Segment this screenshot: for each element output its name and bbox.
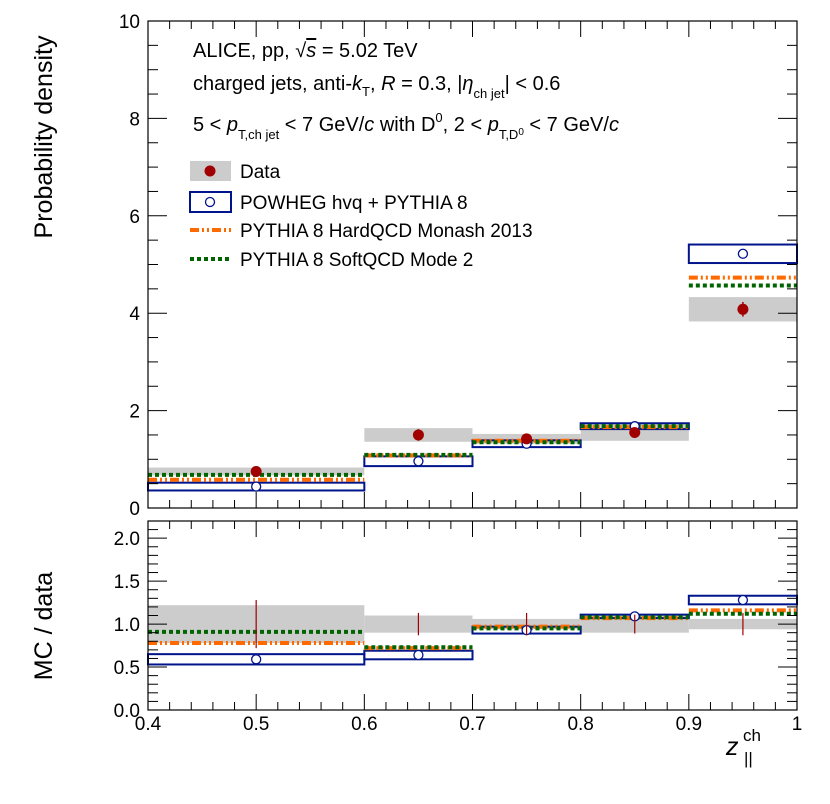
legend-entry-powheg: POWHEG hvq + PYTHIA 8: [189, 191, 468, 214]
x-axis-title: z || ch: [725, 726, 761, 768]
legend-hardqcd-label: PYTHIA 8 HardQCD Monash 2013: [240, 221, 533, 242]
legend: Data POWHEG hvq + PYTHIA 8 PYTHIA 8 Hard…: [189, 161, 533, 271]
svg-text:ALICE, pp, √s = 5.02 TeV: ALICE, pp, √s = 5.02 TeV: [193, 40, 418, 62]
ratio-powheg-marker-4: [737, 594, 749, 606]
ratio-ylabel: MC / data: [30, 572, 58, 680]
annotation-line-2: charged jets, anti-kT, R = 0.3, |ηch jet…: [193, 73, 560, 101]
powheg-marker-4: [737, 248, 749, 259]
powheg-marker-0: [251, 481, 262, 492]
top-ytick-label-4: 8: [129, 109, 140, 130]
legend-data-marker: [204, 165, 216, 177]
top-ytick-label-0: 0: [129, 499, 140, 520]
data-point-2: [521, 433, 533, 445]
x-tick-label-3: 0.7: [459, 714, 485, 735]
annotation-line-3: 5 < pT,ch jet < 7 GeV/c with D0, 2 < pT,…: [193, 110, 619, 142]
x-tick-label-6: 1: [792, 714, 803, 735]
x-tick-label-4: 0.8: [567, 714, 593, 735]
ratio-ytick-label-1: 0.5: [114, 658, 140, 679]
x-tick-label-1: 0.5: [243, 714, 269, 735]
legend-powheg-marker: [204, 196, 216, 208]
svg-text:charged jets, anti-kT, R = 0.3: charged jets, anti-kT, R = 0.3, |ηch jet…: [193, 73, 560, 101]
ratio-data-errors: [255, 600, 744, 649]
data-point-4: [737, 303, 749, 315]
x-tick-label-5: 0.9: [676, 714, 702, 735]
legend-entry-hardqcd: PYTHIA 8 HardQCD Monash 2013: [190, 221, 533, 242]
x-tick-label-0: 0.4: [135, 714, 162, 735]
top-ylabel: Probability density: [30, 35, 58, 238]
top-ytick-label-1: 2: [129, 402, 140, 423]
ratio-ytick-label-3: 1.5: [114, 572, 140, 593]
legend-softqcd-label: PYTHIA 8 SoftQCD Mode 2: [240, 250, 473, 271]
annotation-line-1: ALICE, pp, √s = 5.02 TeV: [193, 40, 418, 62]
data-point-1: [412, 429, 424, 441]
data-point-0: [250, 465, 262, 477]
ratio-powheg-marker-1: [413, 649, 424, 661]
top-ytick-label-3: 6: [129, 207, 140, 228]
legend-powheg-label: POWHEG hvq + PYTHIA 8: [240, 193, 468, 214]
x-label-sub: ||: [744, 749, 753, 768]
top-ytick-label-2: 4: [129, 304, 140, 325]
powheg-marker-1: [413, 456, 424, 467]
legend-data-label: Data: [240, 162, 281, 183]
tick-marks: [147, 20, 798, 711]
legend-entry-softqcd: PYTHIA 8 SoftQCD Mode 2: [190, 250, 473, 271]
x-label-sup: ch: [743, 726, 761, 745]
top-model-curves: [147, 243, 798, 492]
x-tick-label-2: 0.6: [351, 714, 377, 735]
svg-text:5 < pT,ch jet < 7 GeV/c with D: 5 < pT,ch jet < 7 GeV/c with D0, 2 < pT,…: [193, 110, 619, 142]
tick-labels: 0 2 4 6 8 10 0.0 0.5 1.0 1.5 2.0 0.4 0.5 0.6 0.7 0.8 0.9…: [114, 12, 803, 735]
legend-entry-data: Data: [190, 161, 281, 183]
x-label-z: z: [725, 733, 739, 761]
ratio-data-bands: [148, 605, 797, 643]
top-ytick-label-5: 10: [119, 12, 140, 33]
top-data-bands: [148, 297, 797, 476]
ratio-ytick-label-0: 0.0: [114, 701, 140, 722]
ratio-ytick-label-2: 1.0: [114, 615, 140, 636]
data-point-3: [629, 427, 641, 439]
ratio-powheg-marker-0: [251, 654, 262, 665]
top-data-points: [250, 301, 749, 477]
ratio-ytick-label-4: 2.0: [114, 529, 140, 550]
legend-powheg-box: [189, 191, 232, 213]
